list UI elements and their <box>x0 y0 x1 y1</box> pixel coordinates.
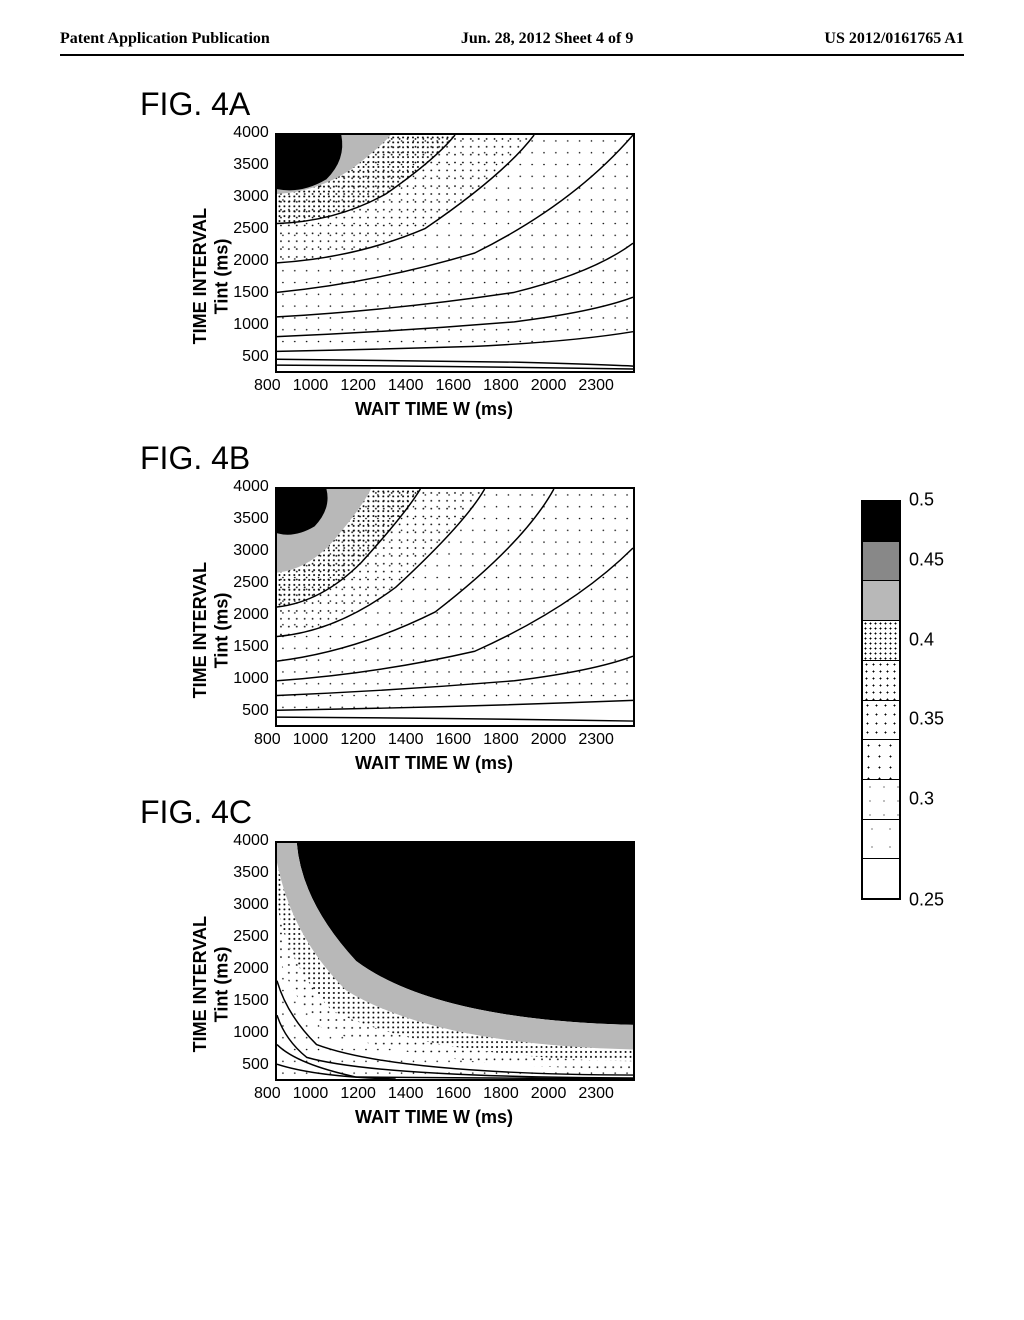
fig-4c-yticks: 40003500 30002500 20001500 1000500 <box>233 841 269 1081</box>
header-right: US 2012/0161765 A1 <box>824 30 964 48</box>
header-center: Jun. 28, 2012 Sheet 4 of 9 <box>461 30 633 48</box>
fig-4b-yticks: 40003500 30002500 20001500 1000500 <box>233 487 269 727</box>
fig-4b-xlabel: WAIT TIME W (ms) <box>355 753 513 774</box>
fig-4b-chart: TIME INTERVALTint (ms) 40003500 30002500… <box>190 487 964 774</box>
fig-4c-plot <box>275 841 635 1081</box>
header-left: Patent Application Publication <box>60 30 270 48</box>
fig-4c-ylabel: TIME INTERVALTint (ms) <box>190 916 233 1052</box>
fig-4b-xticks: 8001000 12001400 16001800 20002300 <box>254 731 614 749</box>
page-header: Patent Application Publication Jun. 28, … <box>60 30 964 56</box>
fig-4a-plot <box>275 133 635 373</box>
fig-4a-label: FIG. 4A <box>140 86 964 123</box>
fig-4c-chart: TIME INTERVALTint (ms) 40003500 30002500… <box>190 841 964 1128</box>
fig-4a-chart: TIME INTERVALTint (ms) 40003500 30002500… <box>190 133 964 420</box>
fig-4a-xlabel: WAIT TIME W (ms) <box>355 399 513 420</box>
colorbar: 0.5 0.45 0.4 0.35 0.3 0.25 <box>861 500 944 900</box>
fig-4c-label: FIG. 4C <box>140 794 964 831</box>
colorbar-labels: 0.5 0.45 0.4 0.35 0.3 0.25 <box>909 500 944 900</box>
fig-4b-plot <box>275 487 635 727</box>
fig-4c-xlabel: WAIT TIME W (ms) <box>355 1107 513 1128</box>
fig-4b-label: FIG. 4B <box>140 440 964 477</box>
fig-4c-xticks: 8001000 12001400 16001800 20002300 <box>254 1085 614 1103</box>
fig-4b-ylabel: TIME INTERVALTint (ms) <box>190 562 233 698</box>
fig-4a-xticks: 8001000 12001400 16001800 20002300 <box>254 377 614 395</box>
fig-4a-yticks: 40003500 30002500 20001500 1000500 <box>233 133 269 373</box>
fig-4a-ylabel: TIME INTERVALTint (ms) <box>190 208 233 344</box>
